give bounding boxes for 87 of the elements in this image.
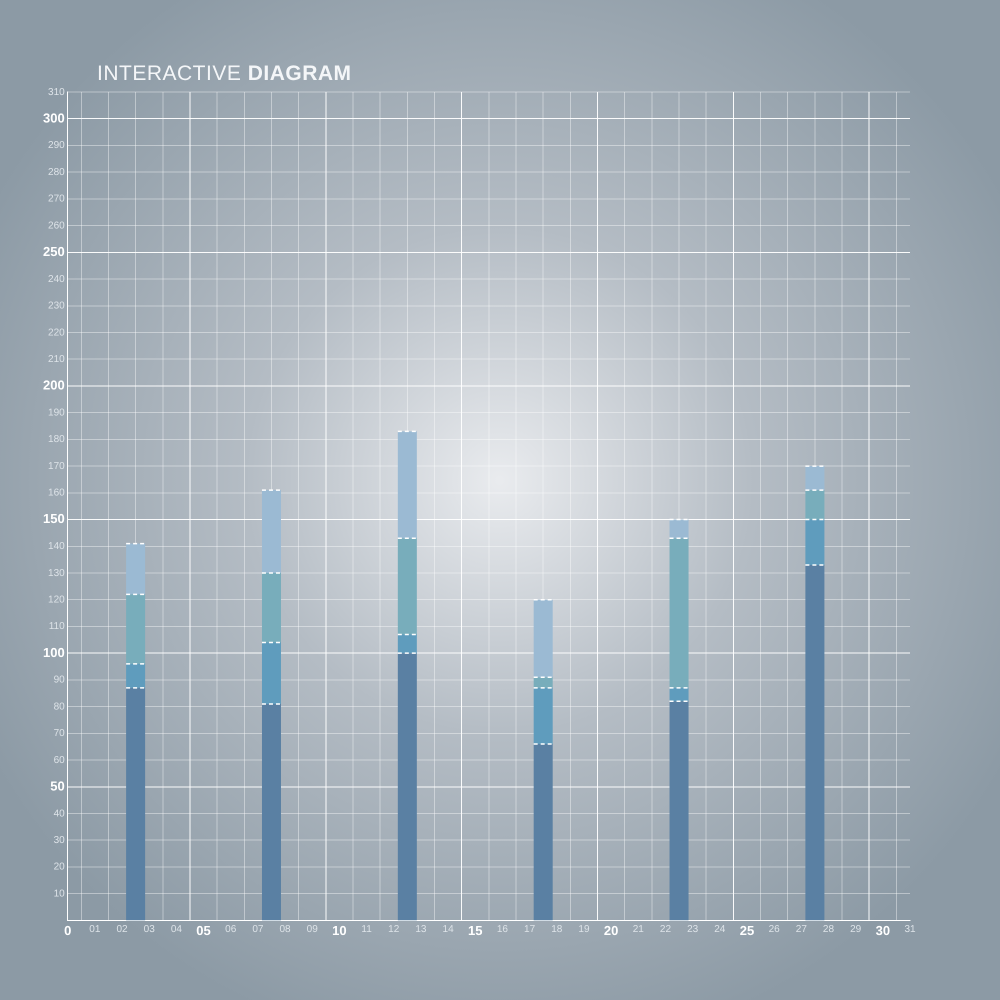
x-tick-label: 20 [604, 922, 618, 938]
bar [126, 664, 146, 688]
bar [805, 490, 824, 520]
x-tick-label: 03 [144, 924, 156, 936]
y-tick-label: 140 [48, 541, 66, 552]
x-tick-label: 0 [64, 922, 72, 938]
bar [670, 520, 689, 538]
y-tick-label: 290 [48, 140, 66, 152]
bar [398, 431, 417, 538]
chart-title: INTERACTIVE DIAGRAM [97, 62, 352, 86]
y-tick-label: 210 [48, 354, 66, 365]
x-tick-label: 27 [796, 924, 808, 936]
y-tick-label: 260 [48, 220, 66, 232]
y-tick-label: 280 [48, 166, 66, 178]
y-tick-label: 150 [42, 511, 65, 526]
x-tick-label: 23 [687, 924, 699, 936]
y-tick-label: 240 [48, 274, 66, 285]
y-tick-label: 100 [42, 644, 65, 660]
bar [398, 634, 417, 654]
y-tick-label: 10 [54, 888, 66, 900]
x-tick-label: 25 [740, 922, 754, 938]
y-tick-label: 220 [48, 327, 66, 338]
y-tick-label: 70 [54, 728, 66, 740]
x-tick-label: 31 [904, 924, 916, 936]
bar [534, 600, 553, 678]
x-tick-label: 30 [876, 922, 890, 938]
x-tick-label: 15 [468, 922, 482, 938]
bar [805, 520, 824, 565]
bar [670, 688, 689, 702]
x-tick-label: 07 [252, 924, 264, 936]
bar [126, 688, 146, 920]
x-tick-label: 18 [551, 924, 563, 936]
x-tick-label: 26 [768, 924, 780, 936]
y-tick-label: 230 [48, 300, 66, 312]
y-tick-label: 120 [48, 594, 66, 606]
x-tick-label: 29 [850, 924, 862, 936]
bar [805, 466, 824, 490]
y-tick-label: 160 [48, 488, 66, 499]
bar [534, 688, 553, 744]
x-tick-label: 16 [496, 924, 508, 936]
y-tick-label: 180 [48, 434, 66, 446]
x-tick-label: 21 [632, 924, 644, 936]
x-tick-label: 04 [170, 924, 182, 936]
y-tick-label: 190 [48, 407, 66, 418]
bar [398, 653, 417, 920]
bar [126, 544, 146, 594]
bar [262, 642, 281, 704]
x-tick-label: 12 [388, 924, 400, 936]
y-tick-label: 300 [42, 110, 65, 126]
y-tick-label: 30 [54, 834, 66, 846]
bar [262, 704, 281, 920]
x-tick-label: 24 [714, 924, 726, 936]
y-tick-label: 40 [54, 808, 66, 820]
y-tick-label: 250 [42, 244, 65, 259]
bar [262, 573, 281, 642]
y-tick-label: 170 [48, 460, 66, 472]
x-tick-label: 22 [660, 924, 672, 936]
x-tick-label: 10 [332, 922, 347, 938]
y-tick-label: 90 [54, 674, 66, 686]
x-tick-label: 01 [89, 924, 101, 936]
y-tick-label: 270 [48, 194, 66, 205]
y-tick-label: 20 [54, 862, 66, 873]
y-tick-label: 130 [48, 568, 66, 579]
x-tick-label: 28 [822, 924, 834, 936]
x-tick-label: 05 [196, 922, 211, 938]
bar [534, 744, 553, 920]
bar [670, 538, 689, 688]
x-tick-label: 19 [578, 924, 590, 936]
y-tick-label: 310 [48, 86, 66, 98]
bar [670, 701, 689, 920]
x-tick-label: 06 [225, 924, 237, 936]
x-tick-label: 13 [415, 924, 427, 936]
y-tick-label: 110 [48, 621, 66, 632]
bar [126, 594, 146, 664]
bar [398, 538, 417, 634]
x-tick-label: 17 [524, 924, 536, 936]
x-tick-label: 08 [280, 924, 292, 936]
y-tick-label: 50 [50, 778, 65, 794]
x-tick-label: 02 [116, 924, 128, 936]
x-tick-label: 11 [361, 924, 372, 936]
x-tick-label: 09 [306, 924, 318, 936]
y-tick-label: 80 [54, 701, 66, 712]
y-tick-label: 60 [54, 754, 66, 766]
x-tick-label: 14 [442, 924, 454, 936]
bar [805, 564, 824, 920]
bar [262, 490, 281, 574]
y-tick-label: 200 [42, 378, 65, 393]
